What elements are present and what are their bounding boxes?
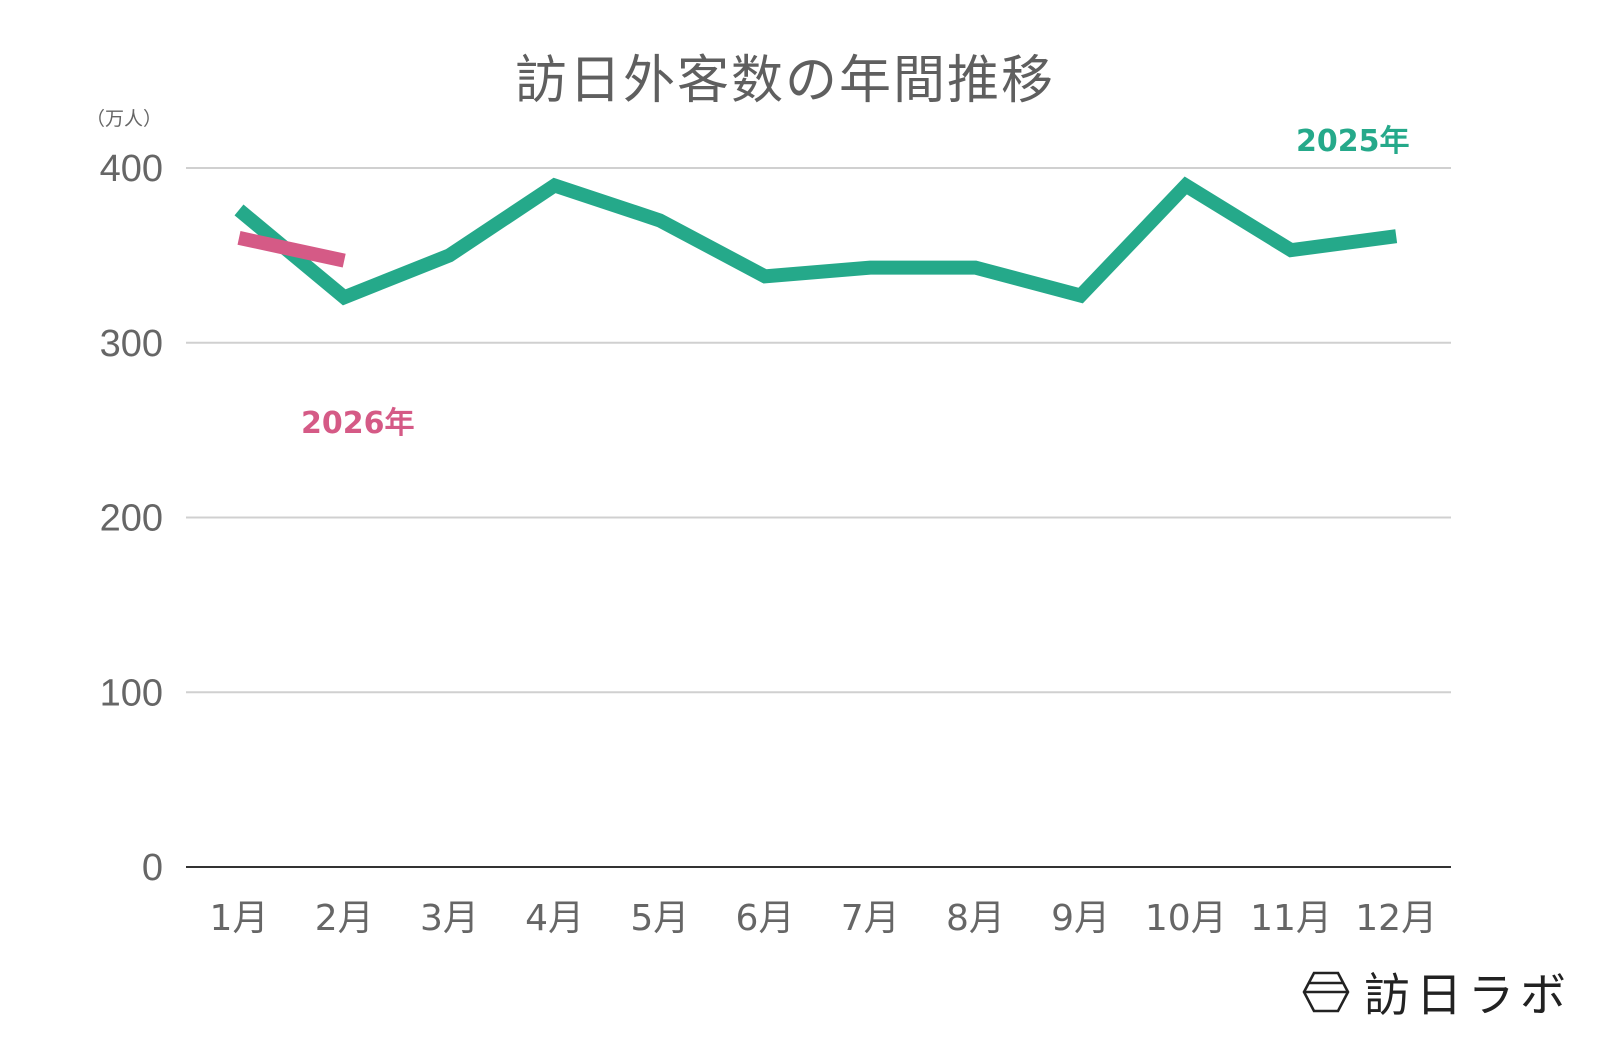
y-tick-label: 400 [100,148,163,190]
x-tick-label: 3月 [420,898,479,939]
legend-label-2025: 2025年 [1296,124,1410,159]
chart-title: 訪日外客数の年間推移 [514,51,1055,111]
x-tick-label: 5月 [630,898,689,939]
hexagon-logo-icon [1302,971,1350,1013]
x-tick-label: 7月 [841,898,900,939]
x-tick-label: 9月 [1051,898,1110,939]
brand-logo: 訪日ラボ [1302,962,1572,1022]
y-tick-label: 300 [100,323,163,365]
series-line-2026 [237,231,346,268]
x-tick-label: 8月 [946,898,1005,939]
y-tick-label: 200 [100,498,163,540]
x-axis-ticks: 1月 2月 3月 4月 5月 6月 7月 8月 9月 10月 11月 12月 [210,898,1438,939]
x-tick-label: 12月 [1355,898,1437,939]
x-tick-label: 6月 [736,898,795,939]
y-tick-label: 100 [100,672,163,714]
y-axis-ticks: 0 100 200 300 400 [100,148,163,889]
gridlines [186,167,1451,868]
series-lines [234,176,1398,306]
x-tick-label: 2月 [315,898,374,939]
x-tick-label: 11月 [1250,898,1332,939]
y-axis-unit-label: （万人） [86,108,163,130]
logo-text: 訪日ラボ [1364,968,1572,1022]
series-line-2025 [234,176,1398,306]
x-tick-label: 1月 [210,898,269,939]
legend-label-2026: 2026年 [301,406,415,441]
x-tick-label: 10月 [1145,898,1227,939]
y-tick-label: 0 [142,847,163,889]
x-tick-label: 4月 [525,898,584,939]
